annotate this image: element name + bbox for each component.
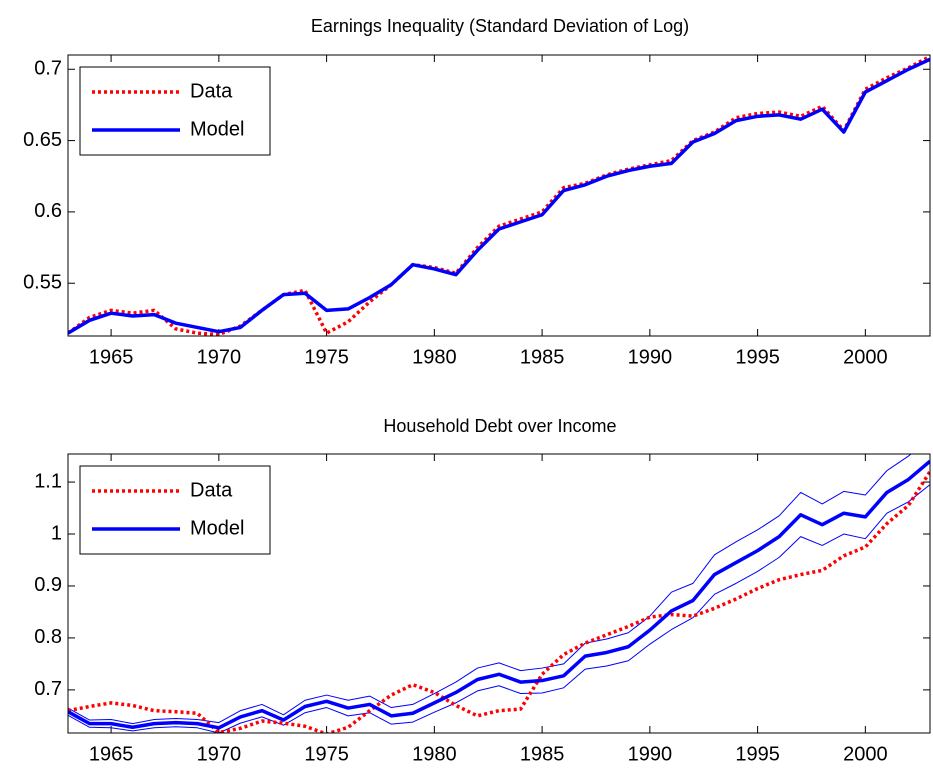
x-tick-label: 1985 (520, 346, 565, 368)
y-tick-label: 1.1 (34, 470, 62, 492)
x-tick-label: 1965 (89, 743, 134, 765)
y-tick-label: 0.9 (34, 574, 62, 596)
x-tick-label: 1980 (412, 743, 457, 765)
data-line (68, 57, 930, 335)
y-tick-label: 0.7 (34, 678, 62, 700)
chart-title: Earnings Inequality (Standard Deviation … (311, 16, 689, 36)
x-tick-label: 1995 (735, 346, 780, 368)
axes-box (67, 54, 931, 337)
legend-label: Model (190, 118, 244, 140)
legend-label: Data (190, 80, 233, 102)
legend-box (79, 465, 271, 555)
y-tick-label: 0.55 (23, 272, 62, 294)
x-tick-label: 1975 (304, 743, 349, 765)
x-tick-label: 1990 (628, 346, 673, 368)
x-tick-label: 1970 (197, 743, 242, 765)
x-tick-label: 1965 (89, 346, 134, 368)
y-tick-label: 0.7 (34, 58, 62, 80)
x-tick-label: 1995 (735, 743, 780, 765)
legend-label: Model (190, 517, 244, 539)
x-tick-label: 2000 (843, 346, 888, 368)
x-tick-label: 2000 (843, 743, 888, 765)
x-tick-label: 1985 (520, 743, 565, 765)
x-tick-label: 1975 (304, 346, 349, 368)
y-tick-label: 0.8 (34, 626, 62, 648)
legend-box (79, 66, 271, 156)
y-tick-label: 1 (51, 522, 62, 544)
x-tick-label: 1980 (412, 346, 457, 368)
chart-title: Household Debt over Income (383, 416, 616, 436)
x-tick-label: 1990 (628, 743, 673, 765)
data-line (68, 454, 912, 725)
y-tick-label: 0.65 (23, 129, 62, 151)
data-line (68, 55, 930, 336)
data-line (68, 459, 930, 730)
series-group (68, 454, 930, 733)
legend-label: Data (190, 479, 233, 501)
x-tick-label: 1970 (197, 346, 242, 368)
data-line (68, 484, 930, 733)
axes-box (67, 453, 931, 734)
series-group (68, 55, 930, 336)
y-tick-label: 0.6 (34, 200, 62, 222)
